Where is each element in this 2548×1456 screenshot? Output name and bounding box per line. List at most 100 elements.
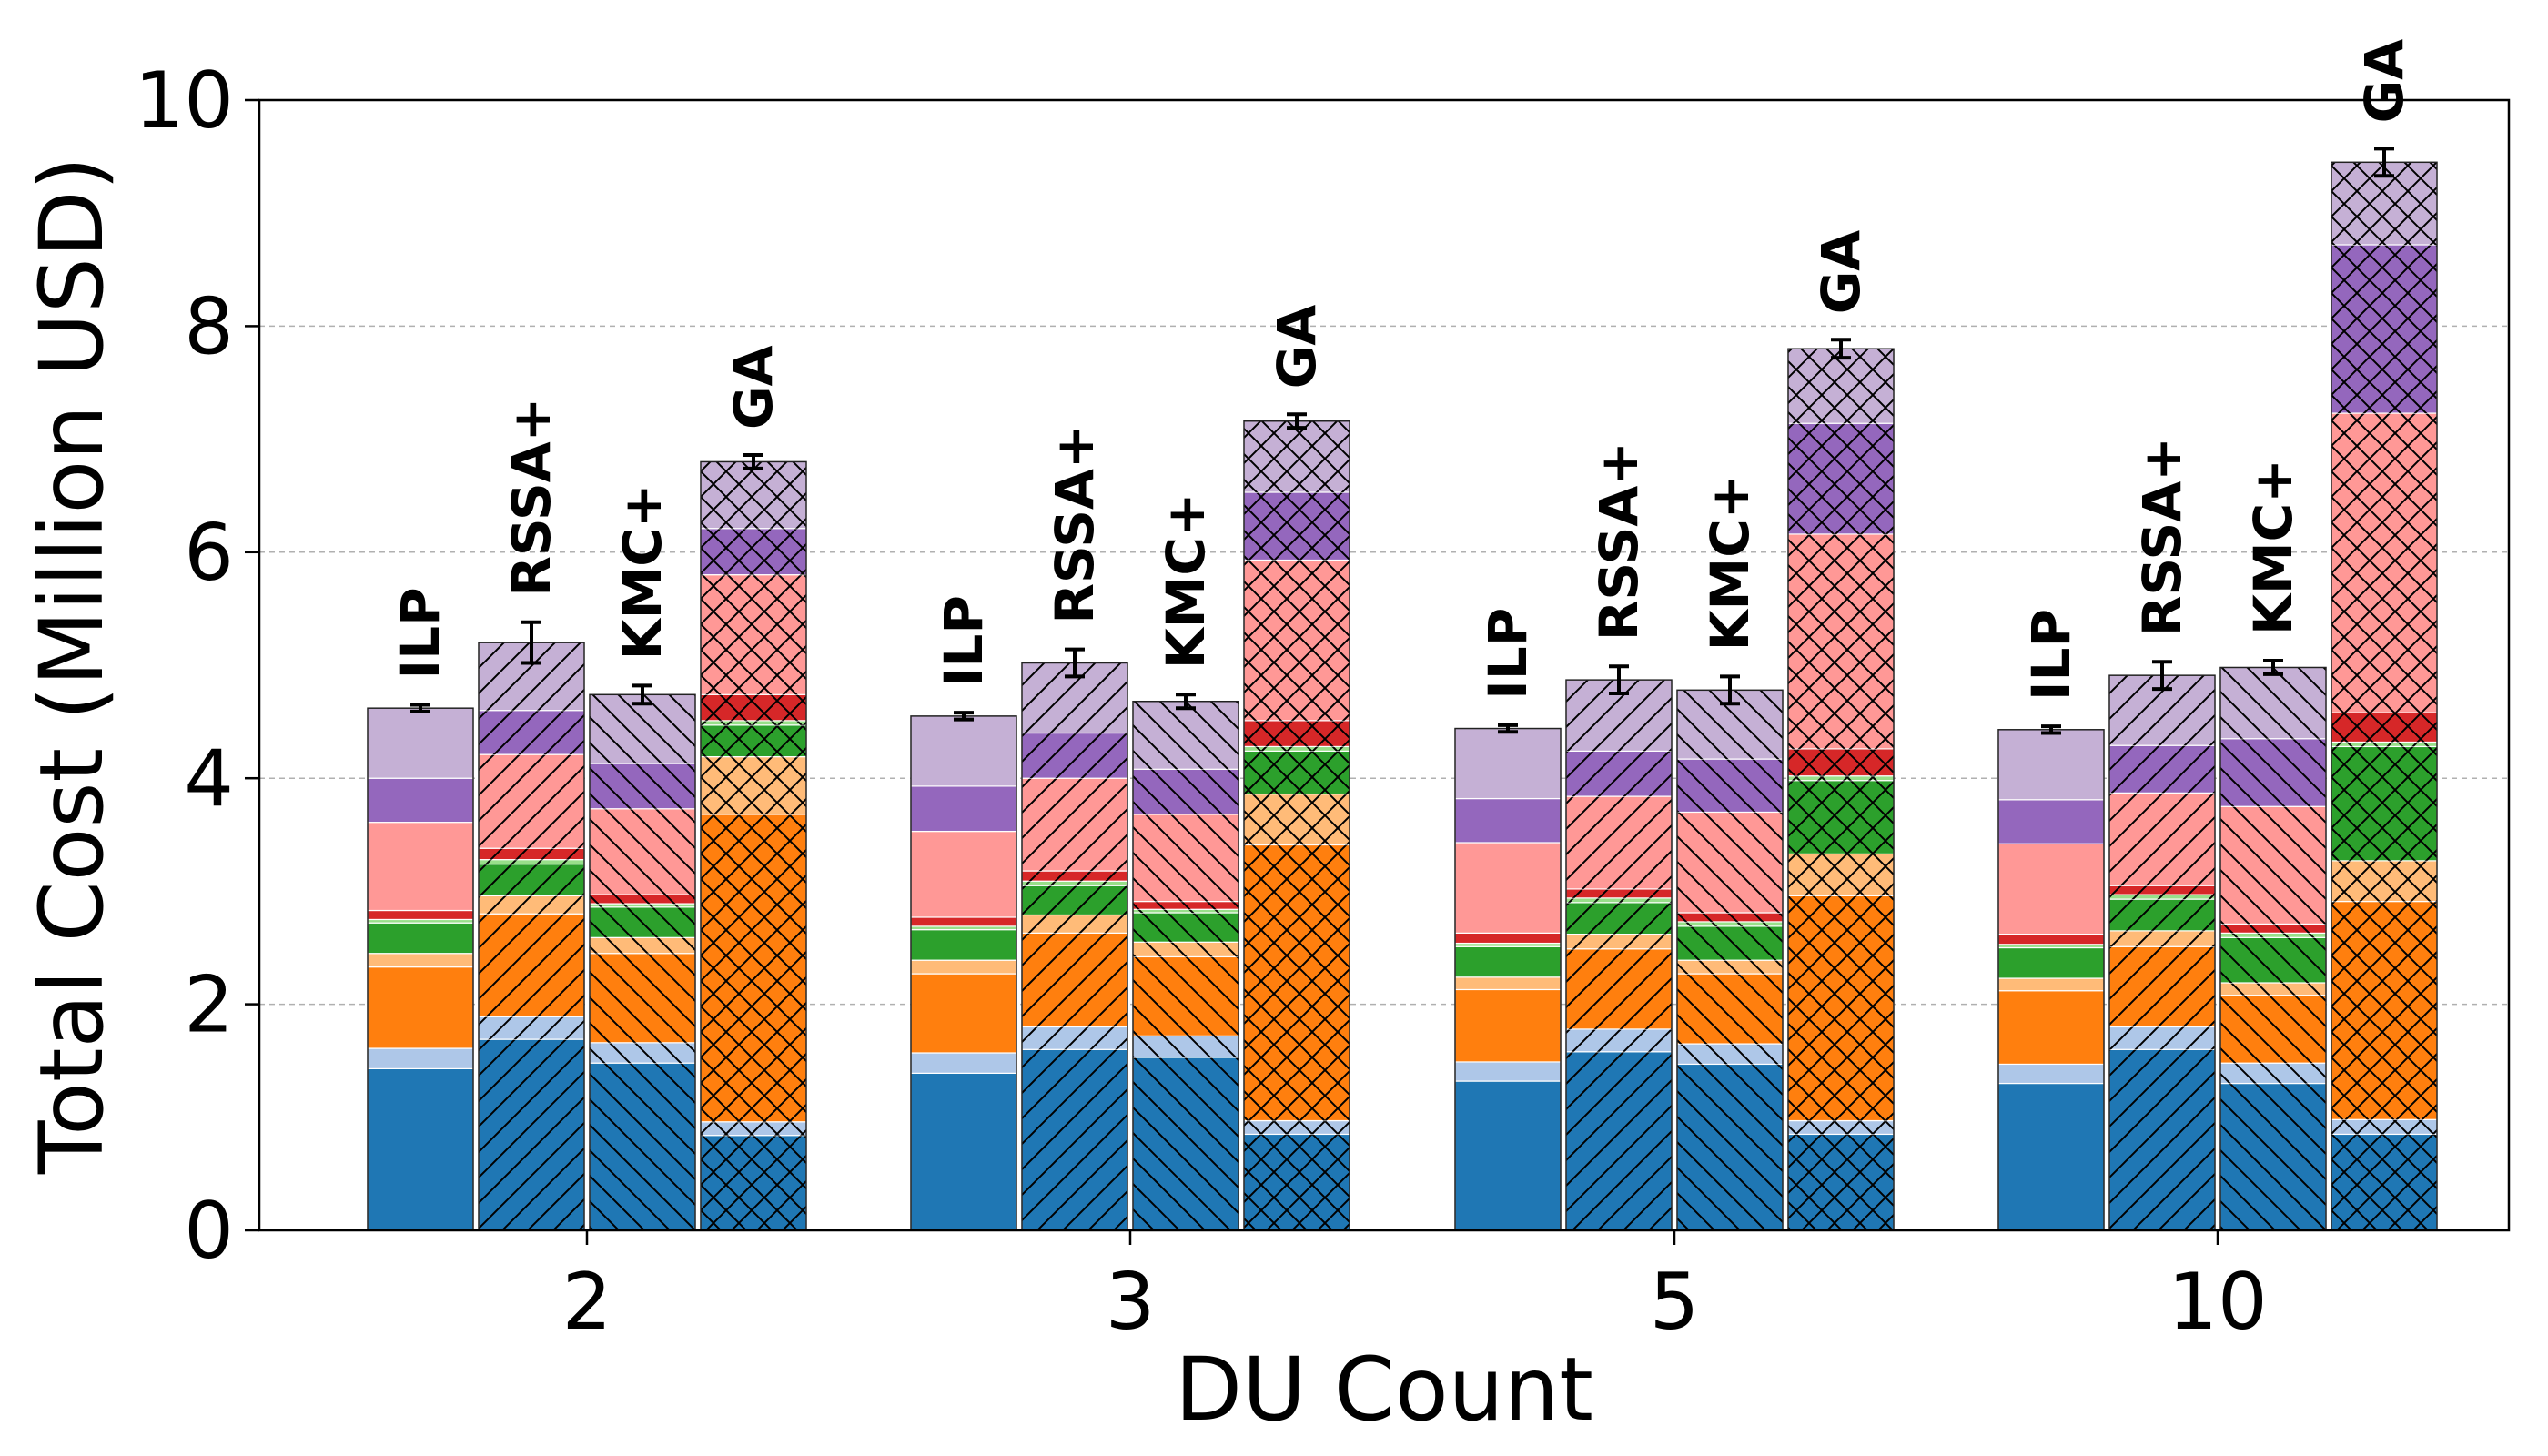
bar-segment-hatch bbox=[1677, 1064, 1783, 1230]
bar-segment-hatch bbox=[590, 895, 695, 905]
bar-segment-hatch bbox=[2331, 901, 2437, 1120]
bar-segment-hatch bbox=[1244, 1134, 1350, 1230]
method-label: RSSA+ bbox=[1588, 441, 1650, 641]
bar-segment bbox=[367, 909, 474, 921]
bar-segment-hatch bbox=[2220, 937, 2326, 984]
error-bar bbox=[410, 703, 430, 713]
bar-segment-hatch bbox=[701, 724, 806, 757]
bar-segment bbox=[910, 959, 1017, 975]
bar-segment-hatch bbox=[590, 937, 695, 954]
bar-segment-hatch bbox=[1133, 942, 1239, 957]
bar-segment-hatch bbox=[590, 763, 695, 809]
y-tick-label: 0 bbox=[184, 1186, 234, 1277]
method-label: ILP bbox=[2020, 609, 2082, 701]
bar-segment-hatch bbox=[2109, 1026, 2215, 1050]
bar-segment bbox=[1997, 729, 2105, 801]
bar-segment-hatch bbox=[1133, 701, 1239, 770]
bar-segment-hatch bbox=[1022, 885, 1127, 915]
bar-segment-hatch bbox=[2109, 793, 2215, 886]
bar-segment-hatch bbox=[2109, 895, 2215, 900]
method-label: KMC+ bbox=[1155, 492, 1217, 669]
bar-segment bbox=[1997, 1063, 2105, 1085]
method-label: GA bbox=[723, 345, 784, 430]
bar-segment-hatch bbox=[1244, 746, 1350, 752]
bar-segment-hatch bbox=[1566, 751, 1672, 797]
error-bar bbox=[2041, 724, 2061, 735]
bar-segment-hatch bbox=[2109, 946, 2215, 1027]
method-label: ILP bbox=[933, 595, 995, 687]
error-bar bbox=[1498, 723, 1518, 734]
bar-segment-hatch bbox=[1788, 748, 1894, 776]
error-bar bbox=[954, 711, 974, 722]
method-label: GA bbox=[1810, 230, 1872, 315]
bar-segment-hatch bbox=[479, 859, 584, 864]
x-tick-label: 3 bbox=[1106, 1257, 1156, 1348]
bar-segment-hatch bbox=[701, 461, 806, 529]
bar-segment-hatch bbox=[1133, 1036, 1239, 1057]
bar-segment-hatch bbox=[1022, 881, 1127, 886]
method-label: RSSA+ bbox=[500, 398, 562, 597]
bar-segment-hatch bbox=[2220, 983, 2326, 996]
bar-segment-hatch bbox=[1244, 491, 1350, 561]
bar-stack bbox=[1454, 727, 1562, 1231]
bar-stack bbox=[910, 715, 1017, 1231]
bar-segment-hatch bbox=[1788, 780, 1894, 854]
error-bar bbox=[632, 683, 652, 706]
bar-segment-hatch bbox=[2331, 746, 2437, 861]
bar-segment-hatch bbox=[1133, 814, 1239, 902]
bar-segment bbox=[910, 929, 1017, 961]
x-tick-label: 10 bbox=[2168, 1257, 2267, 1348]
method-label: ILP bbox=[389, 587, 451, 679]
bar-segment-hatch bbox=[1788, 895, 1894, 1121]
bar-segment bbox=[367, 922, 474, 955]
x-axis-ticks: 2 3 5 10 bbox=[562, 1230, 2268, 1348]
bar-segment-hatch bbox=[1133, 769, 1239, 814]
method-label: GA bbox=[2353, 39, 2415, 124]
bar-segment bbox=[1454, 988, 1562, 1063]
bar-segment bbox=[1454, 945, 1562, 978]
bar-segment-hatch bbox=[1566, 1028, 1672, 1052]
bar-segment bbox=[1454, 842, 1562, 934]
method-label: GA bbox=[1266, 305, 1328, 389]
bar-segment-hatch bbox=[2331, 244, 2437, 414]
y-tick-label: 6 bbox=[184, 508, 234, 599]
y-tick-label: 8 bbox=[184, 281, 234, 372]
bar-segment-hatch bbox=[701, 1135, 806, 1230]
bar-segment-hatch bbox=[479, 754, 584, 849]
bar-segment-hatch bbox=[2331, 1119, 2437, 1135]
bar-segment-hatch bbox=[1677, 925, 1783, 961]
bar-segment bbox=[910, 830, 1017, 918]
bar-segment bbox=[1454, 1080, 1562, 1231]
error-bar bbox=[1831, 338, 1851, 360]
bar-segment-hatch bbox=[2331, 713, 2437, 743]
bar-segment-hatch bbox=[2220, 924, 2326, 934]
y-axis-title: Total Cost (Million USD) bbox=[21, 157, 123, 1175]
bar-segment-hatch bbox=[1566, 796, 1672, 889]
bar-segment-hatch bbox=[590, 1063, 695, 1230]
bar-segment-hatch bbox=[1244, 1120, 1350, 1135]
bar-segment-hatch bbox=[1788, 1120, 1894, 1135]
error-bar bbox=[2374, 147, 2394, 178]
bar-segment-hatch bbox=[1566, 902, 1672, 935]
bar-segment-hatch bbox=[2220, 933, 2326, 938]
method-label: KMC+ bbox=[612, 484, 673, 661]
error-bar bbox=[521, 620, 541, 665]
bar-stack bbox=[1565, 679, 1673, 1231]
bar-segment-hatch bbox=[479, 1039, 584, 1230]
plot-frame bbox=[258, 98, 2511, 1232]
bar-stack bbox=[2331, 161, 2438, 1231]
method-label: RSSA+ bbox=[2131, 437, 2193, 636]
bar-segment-hatch bbox=[1566, 1051, 1672, 1230]
bar-segment bbox=[1454, 1061, 1562, 1082]
bar-segment bbox=[1997, 799, 2105, 844]
error-bar bbox=[1176, 693, 1196, 711]
bar-segment bbox=[367, 822, 474, 912]
y-tick-label: 2 bbox=[184, 960, 234, 1051]
bar-segment-hatch bbox=[701, 528, 806, 575]
bar-segment bbox=[910, 1052, 1017, 1074]
bar-segment bbox=[910, 973, 1017, 1054]
y-axis-ticks: 0 2 4 6 8 10 bbox=[135, 56, 259, 1277]
bar-segment-hatch bbox=[1244, 794, 1350, 845]
bar-stack bbox=[700, 460, 807, 1231]
bar-segment bbox=[1997, 843, 2105, 935]
